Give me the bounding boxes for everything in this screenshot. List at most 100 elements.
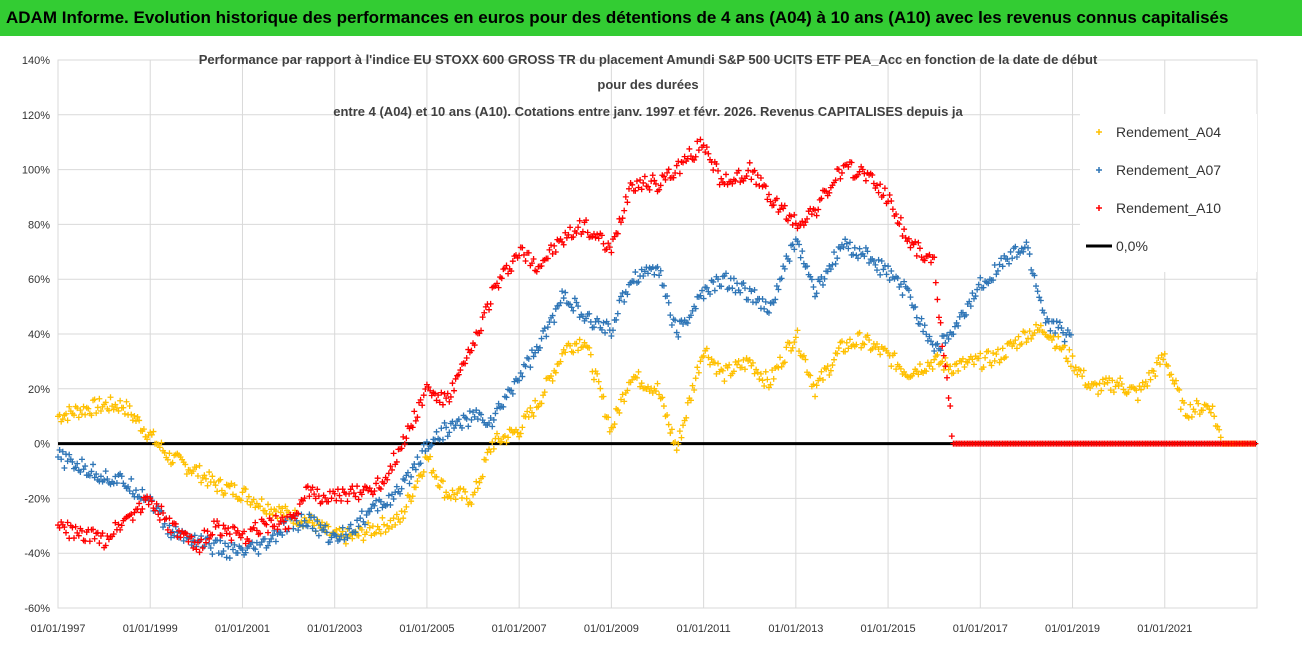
data-point (899, 292, 906, 299)
data-point (508, 268, 515, 275)
data-point (753, 299, 760, 306)
data-point (304, 483, 311, 490)
data-point (139, 505, 146, 512)
data-point (533, 268, 540, 275)
data-point (271, 523, 278, 530)
data-point (931, 347, 938, 354)
data-point (757, 174, 764, 181)
data-point (907, 244, 914, 251)
data-point (339, 486, 346, 493)
data-point (414, 478, 421, 485)
data-point (471, 489, 478, 496)
data-point (1139, 379, 1146, 386)
data-point (815, 206, 822, 213)
data-point (807, 372, 814, 379)
data-point (198, 479, 205, 486)
data-point (265, 501, 272, 508)
data-point (1142, 378, 1149, 385)
data-point (988, 362, 995, 369)
data-point (934, 351, 941, 358)
data-point (552, 248, 559, 255)
data-point (635, 184, 642, 191)
data-point (222, 490, 229, 497)
data-point (751, 167, 758, 174)
data-point (239, 489, 246, 496)
data-point (1036, 294, 1043, 301)
data-point (257, 503, 264, 510)
data-point (645, 270, 652, 277)
data-point (495, 400, 502, 407)
data-point (667, 312, 674, 319)
data-point (710, 167, 717, 174)
data-point (786, 340, 793, 347)
data-point (355, 496, 362, 503)
data-point (549, 312, 556, 319)
data-point (528, 347, 535, 354)
data-point (64, 417, 71, 424)
data-point (541, 325, 548, 332)
data-point (117, 397, 124, 404)
data-point (433, 473, 440, 480)
data-point (1028, 266, 1035, 273)
data-point (252, 504, 259, 511)
data-point (56, 446, 63, 453)
data-point (517, 430, 524, 437)
data-point (609, 327, 616, 334)
data-point (454, 490, 461, 497)
data-point (449, 487, 456, 494)
data-point (397, 490, 404, 497)
data-point (72, 523, 79, 530)
axes: -60% -40% -20% 0% 20% 40% 60% 80% 100% 120% 140% 01… (22, 55, 1192, 635)
data-point (137, 495, 144, 502)
data-point (144, 436, 151, 443)
data-point (881, 185, 888, 192)
x-tick-label: 01/01/2021 (1137, 623, 1192, 635)
data-point (118, 522, 125, 529)
data-point (427, 387, 434, 394)
data-point (494, 405, 501, 412)
data-point (1171, 380, 1178, 387)
data-point (1115, 382, 1122, 389)
data-point (1020, 248, 1027, 255)
data-point (202, 539, 209, 546)
data-point (234, 527, 241, 534)
data-point (1176, 386, 1183, 393)
data-point (796, 348, 803, 355)
data-point (439, 401, 446, 408)
data-point (58, 456, 65, 463)
data-point (102, 542, 109, 549)
data-point (1134, 397, 1141, 404)
data-point (649, 389, 656, 396)
data-point (757, 370, 764, 377)
data-point (991, 357, 998, 364)
data-point (845, 163, 852, 170)
data-point (800, 352, 807, 359)
data-point (665, 421, 672, 428)
data-point (683, 414, 690, 421)
data-point (810, 381, 817, 388)
data-point (818, 273, 825, 280)
data-point (93, 410, 100, 417)
data-point (498, 275, 505, 282)
data-point (691, 157, 698, 164)
legend-swatch (1096, 205, 1102, 211)
data-point (977, 350, 984, 357)
data-point (937, 347, 944, 354)
data-point (218, 551, 225, 558)
data-point (789, 344, 796, 351)
data-point (926, 363, 933, 370)
data-point (1153, 359, 1160, 366)
data-point (741, 366, 748, 373)
data-point (794, 225, 801, 232)
data-point (439, 436, 446, 443)
data-point (393, 483, 400, 490)
data-point (501, 433, 508, 440)
data-point (182, 461, 189, 468)
data-point (603, 246, 610, 253)
data-point (568, 304, 575, 311)
data-point (783, 344, 790, 351)
data-point (777, 206, 784, 213)
data-point (1083, 384, 1090, 391)
data-point (765, 191, 772, 198)
data-point (789, 241, 796, 248)
